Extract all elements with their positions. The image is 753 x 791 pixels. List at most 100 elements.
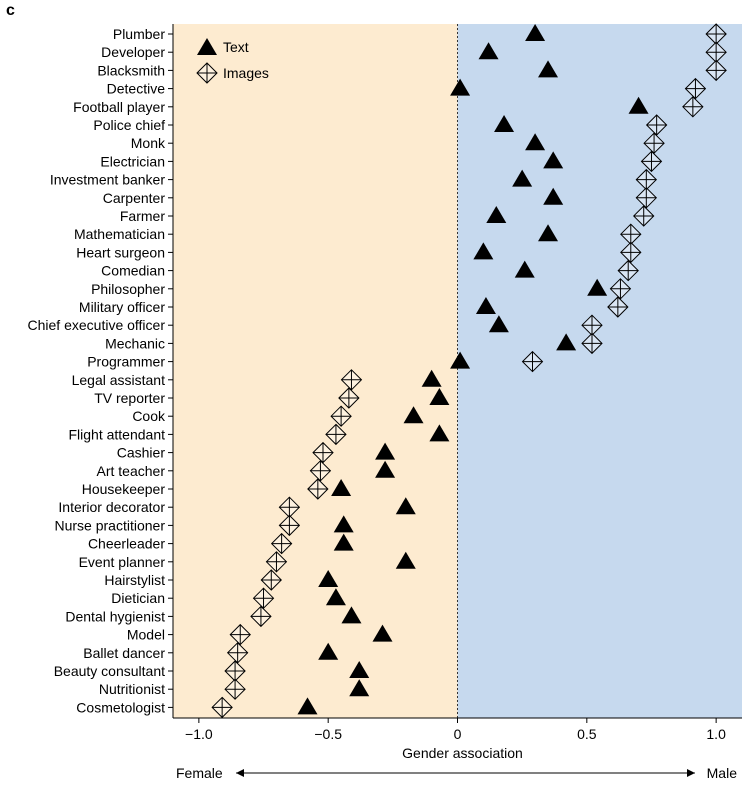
text-point — [538, 224, 559, 242]
image-point — [265, 551, 288, 573]
legend-text-marker — [197, 38, 217, 55]
image-point — [633, 205, 655, 227]
category-label: Model — [127, 627, 165, 643]
image-point — [211, 696, 233, 719]
text-point — [395, 497, 416, 515]
image-point — [643, 132, 665, 154]
category-label: Event planner — [79, 554, 166, 570]
image-point — [278, 514, 301, 537]
category-label: Flight attendant — [68, 426, 165, 442]
category-label: Nurse practitioner — [55, 517, 166, 533]
text-point — [512, 169, 533, 187]
image-point — [682, 96, 704, 118]
text-point — [372, 624, 393, 642]
image-point — [607, 296, 629, 318]
text-point — [525, 133, 546, 151]
image-point — [226, 642, 249, 664]
text-point — [494, 115, 515, 132]
legend-images-label: Images — [223, 65, 269, 81]
image-point — [307, 478, 329, 500]
text-point — [375, 460, 396, 478]
category-label: Housekeeper — [82, 481, 166, 497]
legend-images-marker — [196, 62, 218, 84]
male-label: Male — [707, 765, 738, 781]
text-point — [349, 661, 370, 678]
category-label: Heart surgeon — [76, 244, 165, 260]
image-point — [521, 350, 544, 373]
category-label: Military officer — [79, 299, 165, 315]
text-point — [543, 151, 564, 169]
image-point — [224, 678, 246, 700]
image-point — [309, 460, 332, 482]
image-point — [270, 532, 293, 555]
image-point — [620, 241, 642, 264]
text-point — [331, 479, 352, 496]
category-label: Cosmetologist — [76, 699, 165, 715]
x-tick-label: 0 — [454, 726, 462, 742]
text-point — [478, 42, 499, 60]
text-point — [421, 369, 442, 387]
category-label: Nutritionist — [99, 681, 165, 697]
text-point — [325, 588, 346, 606]
text-point — [333, 533, 354, 551]
image-point — [640, 150, 663, 173]
image-point — [609, 278, 632, 300]
image-point — [260, 569, 282, 591]
text-point — [333, 515, 354, 533]
text-point — [341, 606, 362, 624]
category-label: Detective — [107, 81, 166, 97]
text-point — [318, 570, 339, 587]
image-point — [617, 259, 639, 282]
category-label: Developer — [101, 44, 165, 60]
text-point — [473, 242, 494, 260]
image-point — [338, 387, 360, 409]
text-point — [538, 60, 559, 78]
image-point — [312, 441, 334, 464]
category-label: Hairstylist — [104, 572, 165, 588]
panel-label: c — [6, 2, 15, 19]
image-point — [684, 77, 707, 100]
male-region — [457, 24, 742, 718]
image-point — [325, 423, 347, 446]
category-label: Dental hygienist — [65, 608, 165, 624]
text-point — [628, 96, 649, 114]
x-tick-label: −0.5 — [314, 726, 342, 742]
female-label: Female — [176, 765, 223, 781]
category-label: Ballet dancer — [83, 645, 165, 661]
text-point — [488, 315, 509, 333]
category-label: TV reporter — [94, 390, 165, 406]
text-point — [475, 297, 496, 314]
category-label: Dietician — [111, 590, 165, 606]
image-point — [229, 623, 251, 646]
image-point — [250, 605, 272, 628]
category-label: Interior decorator — [58, 499, 165, 515]
category-label: Football player — [73, 99, 165, 115]
text-point — [403, 406, 424, 424]
image-point — [645, 114, 668, 136]
category-label: Art teacher — [97, 463, 166, 479]
category-label: Philosopher — [91, 281, 165, 297]
text-point — [525, 24, 546, 41]
text-point — [375, 442, 396, 460]
category-label: Farmer — [120, 208, 165, 224]
text-point — [395, 551, 416, 569]
text-point — [429, 388, 450, 405]
x-tick-label: −1.0 — [185, 726, 213, 742]
x-tick-label: 0.5 — [577, 726, 597, 742]
category-label: Legal assistant — [72, 372, 166, 388]
text-point — [318, 642, 339, 660]
text-point — [486, 206, 507, 223]
text-point — [450, 351, 471, 369]
category-label: Cook — [132, 408, 166, 424]
female-region — [173, 24, 458, 718]
category-label: Carpenter — [103, 190, 166, 206]
direction-arrow-right — [687, 769, 695, 777]
text-point — [450, 78, 471, 96]
category-label: Plumber — [113, 26, 165, 42]
category-label: Cheerleader — [88, 536, 165, 552]
direction-arrow-left — [236, 769, 244, 777]
text-point — [587, 278, 608, 296]
image-point — [340, 369, 363, 391]
category-label: Mechanic — [105, 335, 165, 351]
